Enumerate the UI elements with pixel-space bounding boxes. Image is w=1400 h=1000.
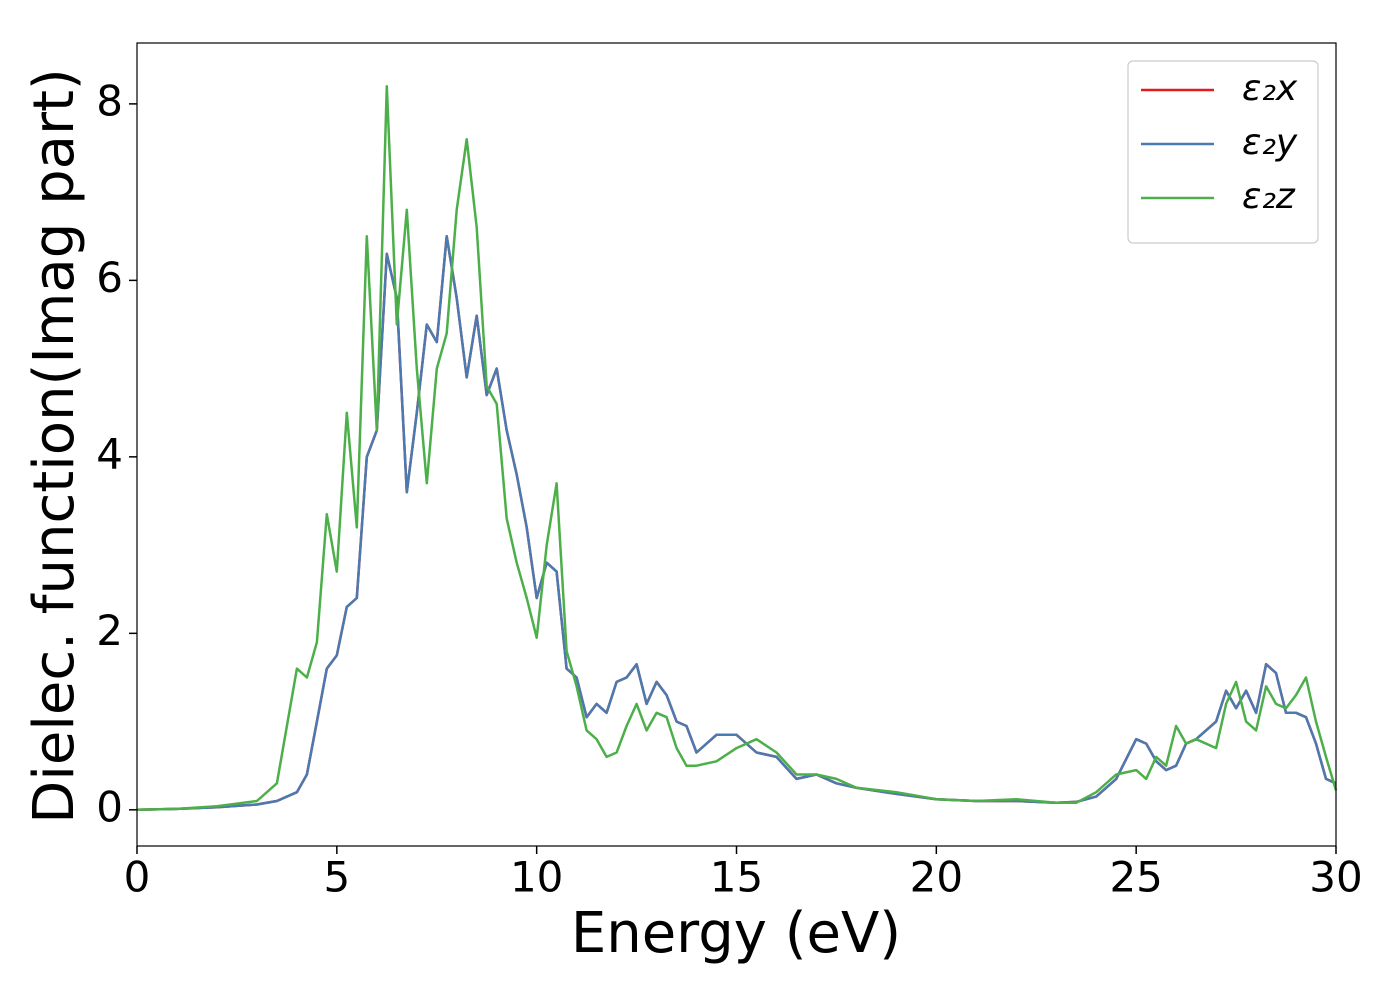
y-axis-label: Dielec. function(Imag part) xyxy=(22,68,87,824)
x-axis-label: Energy (eV) xyxy=(571,901,901,966)
y-tick-label: 0 xyxy=(96,782,123,831)
x-tick-label: 30 xyxy=(1309,853,1362,902)
plot-frame xyxy=(136,42,1337,847)
y-tick-label: 2 xyxy=(96,606,123,655)
legend-label: ε₂y xyxy=(1242,122,1298,163)
series-line xyxy=(136,84,1338,812)
y-tick-label: 8 xyxy=(96,76,123,125)
series-line xyxy=(136,234,1337,812)
y-tick-label: 6 xyxy=(96,253,123,302)
x-tick-label: 0 xyxy=(124,853,151,902)
x-tick-label: 15 xyxy=(710,853,763,902)
legend-label: ε₂x xyxy=(1242,68,1298,109)
y-tick-label: 4 xyxy=(96,429,123,478)
legend-label: ε₂z xyxy=(1242,176,1296,217)
x-tick-label: 25 xyxy=(1109,853,1162,902)
x-tick-label: 5 xyxy=(323,853,350,902)
x-tick-label: 20 xyxy=(910,853,963,902)
x-tick-label: 10 xyxy=(510,853,563,902)
